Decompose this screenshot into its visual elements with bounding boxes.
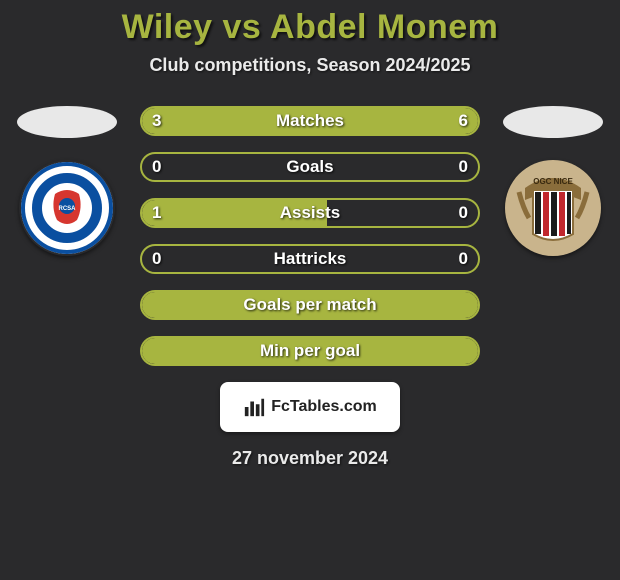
player-photo-left bbox=[17, 106, 117, 138]
stat-value-right: 6 bbox=[459, 108, 468, 134]
svg-text:OGC NICE: OGC NICE bbox=[533, 177, 573, 186]
stat-label: Assists bbox=[142, 200, 478, 226]
svg-text:RCSA: RCSA bbox=[58, 206, 76, 212]
main-row: RCSA Matches36Goals00Assists10Hattricks0… bbox=[0, 106, 620, 366]
stat-bar: Assists1 0 bbox=[140, 198, 480, 228]
stat-value-right: 0 bbox=[459, 200, 468, 226]
attribution-text: FcTables.com bbox=[271, 398, 377, 416]
ogc-nice-crest-icon: OGC NICE bbox=[505, 160, 601, 256]
stat-bar: Goals per match bbox=[140, 290, 480, 320]
stat-value-left: 0 bbox=[152, 154, 161, 180]
subtitle: Club competitions, Season 2024/2025 bbox=[0, 55, 620, 76]
stat-bar: Matches3 6 bbox=[140, 106, 480, 136]
stat-label: Hattricks bbox=[142, 246, 478, 272]
stat-bar: Hattricks0 0 bbox=[140, 244, 480, 274]
player-photo-right bbox=[503, 106, 603, 138]
title-text: Wiley vs Abdel Monem bbox=[122, 8, 499, 46]
infographic-root: Wiley vs Abdel Monem Club competitions, … bbox=[0, 0, 620, 469]
right-column: OGC NICE bbox=[498, 106, 608, 256]
left-column: RCSA bbox=[12, 106, 122, 256]
bars-column: Matches36Goals00Assists10Hattricks00Goal… bbox=[140, 106, 480, 366]
page-title: Wiley vs Abdel Monem bbox=[0, 8, 620, 47]
date-line: 27 november 2024 bbox=[0, 448, 620, 469]
stat-bar: Goals0 0 bbox=[140, 152, 480, 182]
stat-value-left: 3 bbox=[152, 108, 161, 134]
stat-label: Min per goal bbox=[142, 338, 478, 364]
stat-value-left: 1 bbox=[152, 200, 161, 226]
stat-value-left: 0 bbox=[152, 246, 161, 272]
stat-label: Matches bbox=[142, 108, 478, 134]
stat-label: Goals per match bbox=[142, 292, 478, 318]
strasbourg-crest-icon: RCSA bbox=[19, 160, 115, 256]
bar-chart-icon bbox=[243, 396, 265, 418]
stat-value-right: 0 bbox=[459, 154, 468, 180]
attribution-badge: FcTables.com bbox=[220, 382, 400, 432]
stat-bar: Min per goal bbox=[140, 336, 480, 366]
stat-value-right: 0 bbox=[459, 246, 468, 272]
stat-label: Goals bbox=[142, 154, 478, 180]
club-badge-left: RCSA bbox=[19, 160, 115, 256]
club-badge-right: OGC NICE bbox=[505, 160, 601, 256]
